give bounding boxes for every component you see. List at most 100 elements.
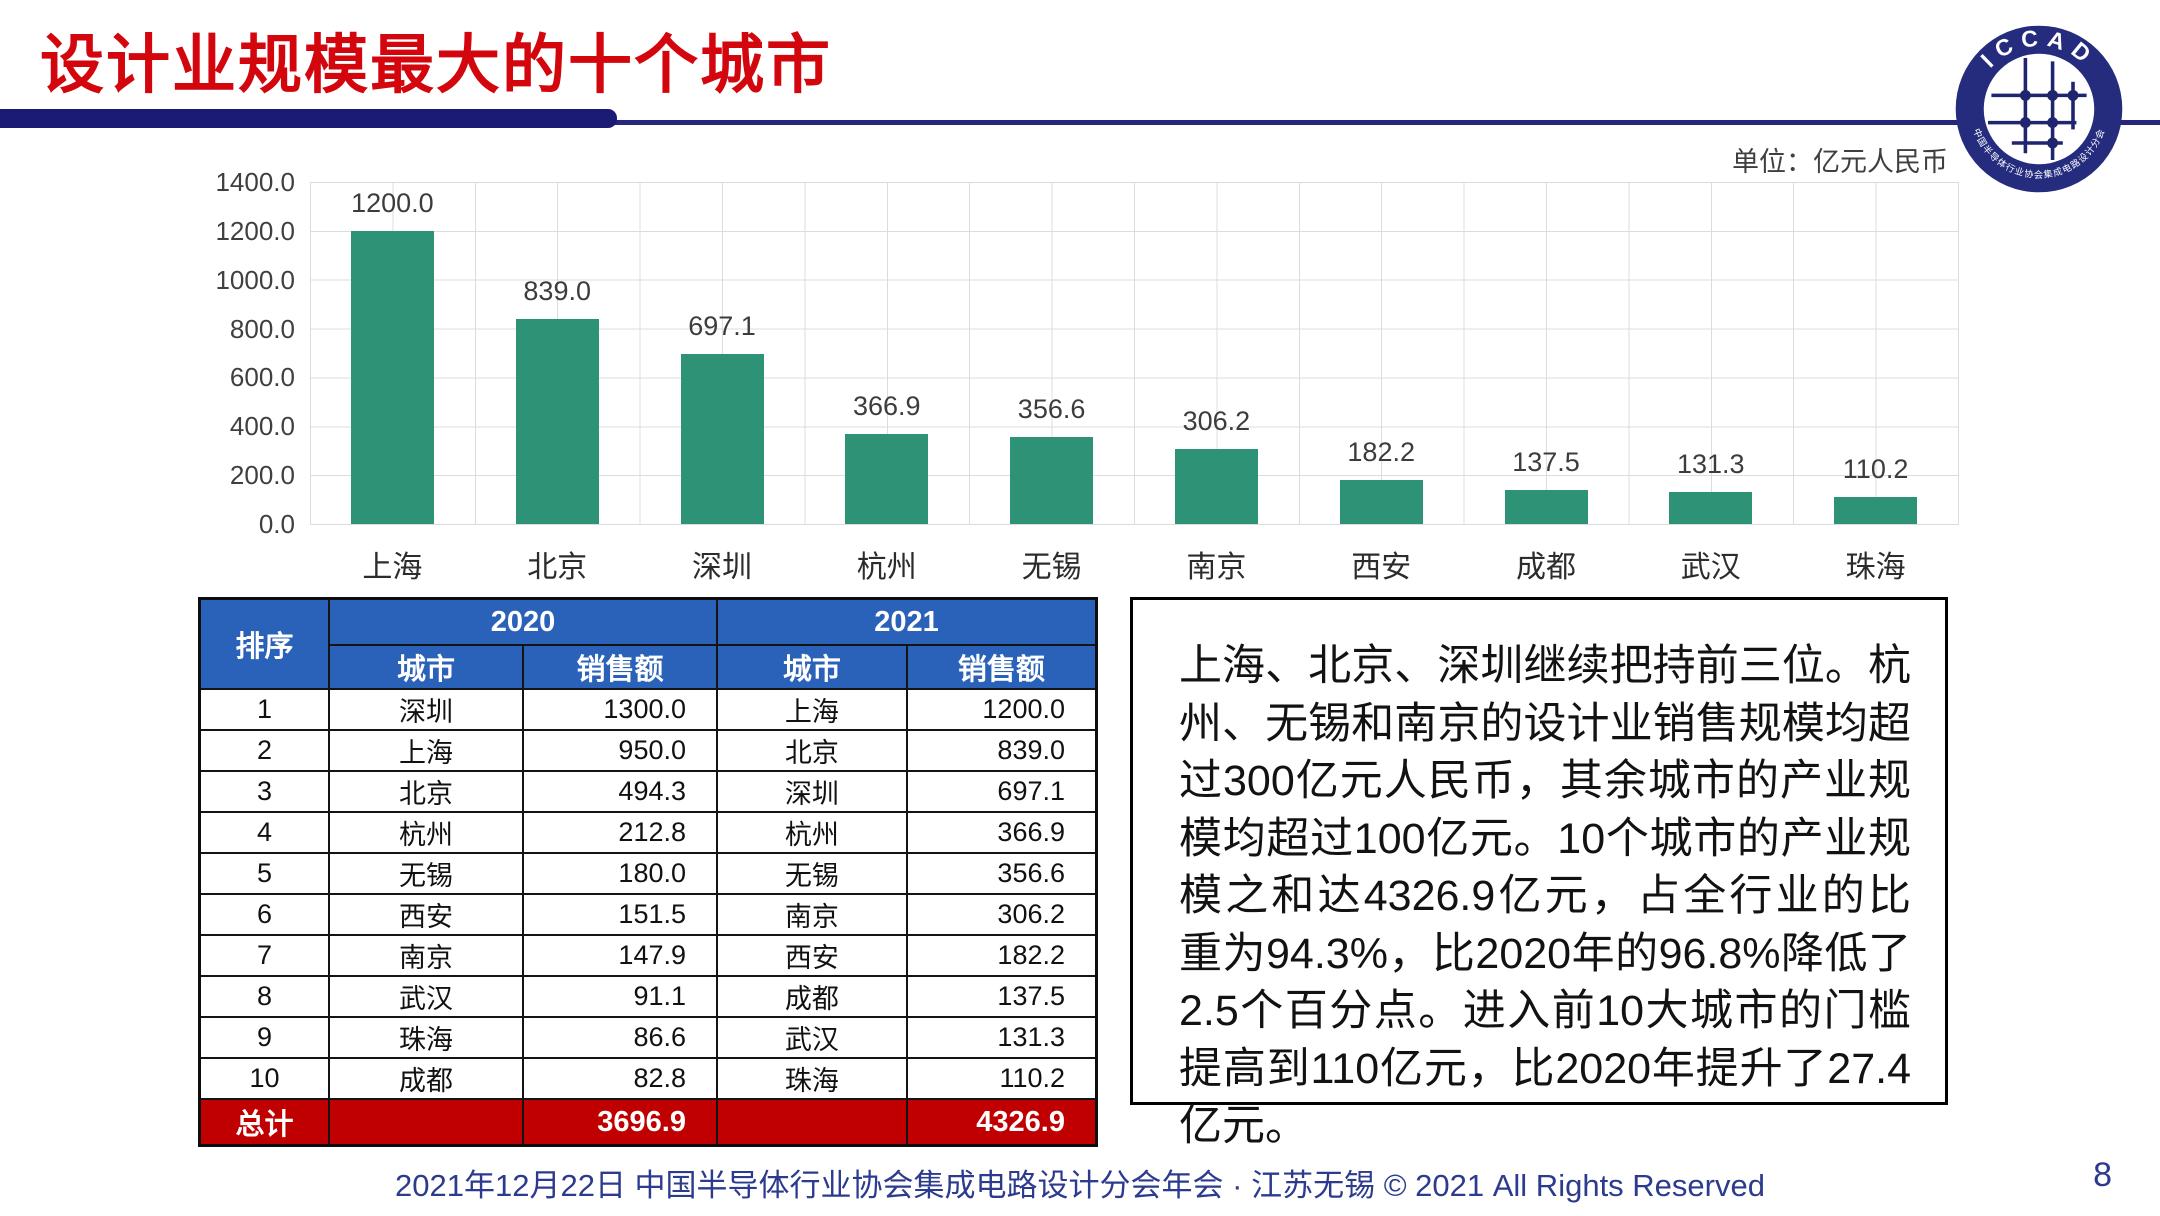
city-ranking-table: 排序 2020 2021 城市 销售额 城市 销售额 1 深圳 1300.0 上海 12… xyxy=(198,597,1098,1147)
y-axis-tick-label: 400.0 xyxy=(229,411,295,442)
total-city-2020-empty xyxy=(328,1098,524,1147)
table-total-row: 总计 3696.9 4326.9 xyxy=(198,1098,1098,1147)
table-row: 9 珠海 86.6 武汉 131.3 xyxy=(198,1016,1098,1059)
table-cell-rank: 3 xyxy=(198,770,330,813)
bar-value-label: 697.1 xyxy=(688,310,756,341)
table-cell-city: 无锡 xyxy=(328,852,524,895)
table-cell-city: 北京 xyxy=(716,729,908,772)
x-axis-tick-label: 西安 xyxy=(1351,551,1412,584)
bar-深圳 xyxy=(680,353,764,524)
table-cell-num: 91.1 xyxy=(522,975,718,1018)
table-cell-num: 697.1 xyxy=(905,770,1098,813)
total-label: 总计 xyxy=(198,1098,330,1147)
bar-value-label: 306.2 xyxy=(1182,406,1251,437)
table-cell-rank: 2 xyxy=(198,729,330,772)
table-row: 10 成都 82.8 珠海 110.2 xyxy=(198,1057,1098,1100)
table-row: 2 上海 950.0 北京 839.0 xyxy=(198,729,1098,772)
x-axis-tick-label: 杭州 xyxy=(856,551,917,584)
table-cell-num: 180.0 xyxy=(522,852,718,895)
bar-武汉 xyxy=(1669,491,1753,524)
table-row: 8 武汉 91.1 成都 137.5 xyxy=(198,975,1098,1018)
bar-category: 697.1 xyxy=(640,182,805,524)
x-axis-tick-label: 上海 xyxy=(362,551,423,584)
bar-杭州 xyxy=(845,434,929,524)
table-cell-num: 82.8 xyxy=(522,1057,718,1100)
table-cell-num: 306.2 xyxy=(905,893,1098,936)
table-cell-rank: 5 xyxy=(198,852,330,895)
table-cell-rank: 9 xyxy=(198,1016,330,1059)
bar-chart-plot-area: 1200.0 839.0 697.1 366.9 356.6 306.2 182.2 137.… xyxy=(310,182,1959,525)
total-city-2021-empty xyxy=(716,1098,908,1147)
table-cell-num: 356.6 xyxy=(905,852,1098,895)
header-sales-2021: 销售额 xyxy=(905,644,1098,690)
page-number: 8 xyxy=(2093,1156,2112,1194)
table-cell-num: 151.5 xyxy=(522,893,718,936)
total-sales-2021: 4326.9 xyxy=(905,1098,1098,1147)
footer-text: 2021年12月22日 中国半导体行业协会集成电路设计分会年会 · 江苏无锡 ©… xyxy=(395,1168,1765,1203)
bar-珠海 xyxy=(1834,497,1918,524)
table-row: 4 杭州 212.8 杭州 366.9 xyxy=(198,811,1098,854)
bar-category: 110.2 xyxy=(1793,182,1958,524)
table-cell-num: 839.0 xyxy=(905,729,1098,772)
bar-value-label: 131.3 xyxy=(1677,448,1745,479)
bar-category: 137.5 xyxy=(1464,182,1629,524)
header-city-2021: 城市 xyxy=(716,644,908,690)
table-cell-city: 珠海 xyxy=(328,1016,524,1059)
table-cell-num: 212.8 xyxy=(522,811,718,854)
table-cell-city: 成都 xyxy=(328,1057,524,1100)
table-cell-city: 北京 xyxy=(328,770,524,813)
table-cell-num: 1200.0 xyxy=(905,688,1098,731)
table-row: 5 无锡 180.0 无锡 356.6 xyxy=(198,852,1098,895)
x-axis-tick-label: 无锡 xyxy=(1021,551,1082,584)
bar-category: 839.0 xyxy=(475,182,640,524)
table-cell-city: 南京 xyxy=(716,893,908,936)
table-cell-num: 131.3 xyxy=(905,1016,1098,1059)
y-axis-tick-label: 1200.0 xyxy=(215,215,295,246)
bar-value-label: 1200.0 xyxy=(351,187,434,218)
bar-value-label: 356.6 xyxy=(1017,393,1086,424)
table-cell-num: 366.9 xyxy=(905,811,1098,854)
bar-北京 xyxy=(515,319,599,524)
table-cell-city: 上海 xyxy=(328,729,524,772)
y-axis-tick-label: 0.0 xyxy=(258,509,295,539)
table-cell-city: 成都 xyxy=(716,975,908,1018)
table-cell-rank: 6 xyxy=(198,893,330,936)
bar-category: 356.6 xyxy=(969,182,1134,524)
y-axis-tick-label: 200.0 xyxy=(229,460,295,491)
bar-category: 366.9 xyxy=(804,182,969,524)
table-cell-city: 无锡 xyxy=(716,852,908,895)
table-cell-num: 137.5 xyxy=(905,975,1098,1018)
bar-成都 xyxy=(1504,490,1588,524)
logo-circuit-dots xyxy=(2019,89,2079,149)
header-2021: 2021 xyxy=(716,597,1098,646)
y-axis-tick-label: 600.0 xyxy=(229,362,295,393)
commentary-text: 上海、北京、深圳继续把持前三位。杭州、无锡和南京的设计业销售规模均超过300亿元… xyxy=(1179,642,1911,1150)
total-sales-2020: 3696.9 xyxy=(522,1098,718,1147)
header-rank: 排序 xyxy=(198,597,330,690)
bar-category: 306.2 xyxy=(1134,182,1299,524)
table-cell-city: 深圳 xyxy=(716,770,908,813)
table-cell-rank: 1 xyxy=(198,688,330,731)
bar-value-label: 110.2 xyxy=(1842,454,1909,485)
x-axis-tick-label: 珠海 xyxy=(1845,551,1906,584)
table-cell-city: 武汉 xyxy=(328,975,524,1018)
header-2020: 2020 xyxy=(328,597,718,646)
commentary-box: 上海、北京、深圳继续把持前三位。杭州、无锡和南京的设计业销售规模均超过300亿元… xyxy=(1130,597,1948,1150)
bar-category: 1200.0 xyxy=(310,182,475,524)
table-header: 排序 2020 2021 城市 销售额 城市 销售额 xyxy=(198,597,1098,690)
bar-category: 131.3 xyxy=(1628,182,1793,524)
x-axis-tick-label: 成都 xyxy=(1515,551,1576,584)
y-axis-tick-label: 800.0 xyxy=(229,313,295,344)
table-cell-rank: 7 xyxy=(198,934,330,977)
table-cell-city: 杭州 xyxy=(716,811,908,854)
logo-inner-circle xyxy=(1983,53,2095,165)
bar-value-label: 182.2 xyxy=(1347,436,1415,467)
iccad-logo-icon: ICCAD 中国半导体行业协会集成电路设计分会 xyxy=(1955,24,2123,193)
table-cell-city: 上海 xyxy=(716,688,908,731)
bar-value-label: 137.5 xyxy=(1512,447,1580,478)
table-row: 7 南京 147.9 西安 182.2 xyxy=(198,934,1098,977)
header-city-2020: 城市 xyxy=(328,644,524,690)
table-cell-num: 182.2 xyxy=(905,934,1098,977)
table-cell-num: 1300.0 xyxy=(522,688,718,731)
bar-上海 xyxy=(351,230,434,524)
